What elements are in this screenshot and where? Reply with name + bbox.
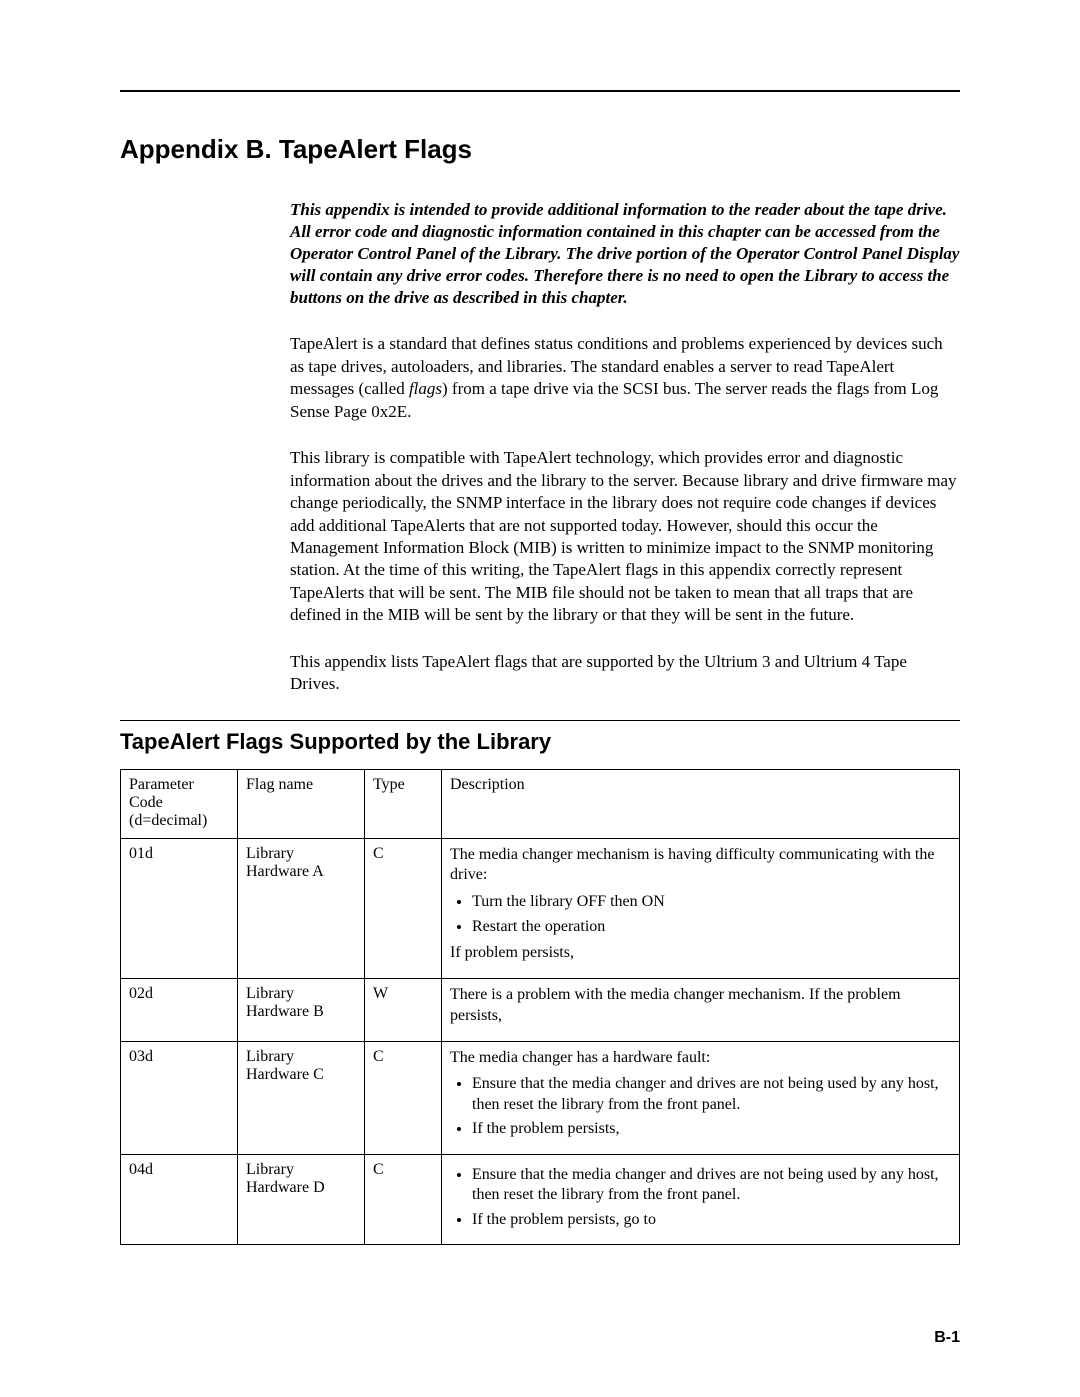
paragraph-1: TapeAlert is a standard that defines sta… [290, 333, 960, 423]
desc-lead: The media changer has a hardware fault: [450, 1048, 951, 1069]
desc-bullet: Restart the operation [472, 917, 951, 937]
desc-lead: There is a problem with the media change… [450, 985, 951, 1027]
top-rule [120, 90, 960, 92]
cell-type: C [365, 1154, 442, 1244]
desc-bullet: Turn the library OFF then ON [472, 892, 951, 912]
desc-bullet: If the problem persists, [472, 1119, 951, 1139]
cell-description: Ensure that the media changer and drives… [442, 1154, 960, 1244]
intro-note: This appendix is intended to provide add… [290, 199, 960, 309]
table-row: 04dLibrary Hardware DC Ensure that the me… [121, 1154, 960, 1244]
cell-type: C [365, 838, 442, 978]
tapealert-table: Parameter Code (d=decimal) Flag name Typ… [120, 769, 960, 1246]
col-header-desc: Description [442, 769, 960, 838]
table-body: 01dLibrary Hardware ACThe media changer … [121, 838, 960, 1245]
cell-description: The media changer has a hardware fault: E… [442, 1041, 960, 1154]
cell-code: 04d [121, 1154, 238, 1244]
table-row: 01dLibrary Hardware ACThe media changer … [121, 838, 960, 978]
cell-flag-name: Library Hardware B [238, 978, 365, 1041]
paragraph-2: This library is compatible with TapeAler… [290, 447, 960, 627]
desc-tail: If problem persists, [450, 943, 951, 964]
page: Appendix B. TapeAlert Flags This appendi… [0, 0, 1080, 1397]
cell-code: 02d [121, 978, 238, 1041]
appendix-title: Appendix B. TapeAlert Flags [120, 134, 960, 165]
cell-flag-name: Library Hardware C [238, 1041, 365, 1154]
table-row: 03dLibrary Hardware CCThe media changer … [121, 1041, 960, 1154]
desc-bullets: Ensure that the media changer and drives… [450, 1165, 951, 1230]
cell-code: 01d [121, 838, 238, 978]
col-header-type: Type [365, 769, 442, 838]
col-header-name: Flag name [238, 769, 365, 838]
desc-bullet: Ensure that the media changer and drives… [472, 1074, 951, 1115]
table-header-row: Parameter Code (d=decimal) Flag name Typ… [121, 769, 960, 838]
cell-type: W [365, 978, 442, 1041]
cell-flag-name: Library Hardware D [238, 1154, 365, 1244]
desc-lead: The media changer mechanism is having di… [450, 845, 951, 887]
cell-flag-name: Library Hardware A [238, 838, 365, 978]
desc-bullet: Ensure that the media changer and drives… [472, 1165, 951, 1206]
desc-bullet: If the problem persists, go to [472, 1210, 951, 1230]
desc-bullets: Turn the library OFF then ON Restart the … [450, 892, 951, 937]
section-rule [120, 720, 960, 721]
desc-bullets: Ensure that the media changer and drives… [450, 1074, 951, 1139]
body-column: This appendix is intended to provide add… [290, 199, 960, 696]
paragraph-3: This appendix lists TapeAlert flags that… [290, 651, 960, 696]
cell-code: 03d [121, 1041, 238, 1154]
page-number: B-1 [934, 1329, 960, 1347]
table-row: 02dLibrary Hardware BWThere is a problem… [121, 978, 960, 1041]
col-header-code: Parameter Code (d=decimal) [121, 769, 238, 838]
section-title: TapeAlert Flags Supported by the Library [120, 729, 960, 755]
cell-description: There is a problem with the media change… [442, 978, 960, 1041]
cell-type: C [365, 1041, 442, 1154]
para1-em: flags [409, 379, 442, 398]
cell-description: The media changer mechanism is having di… [442, 838, 960, 978]
